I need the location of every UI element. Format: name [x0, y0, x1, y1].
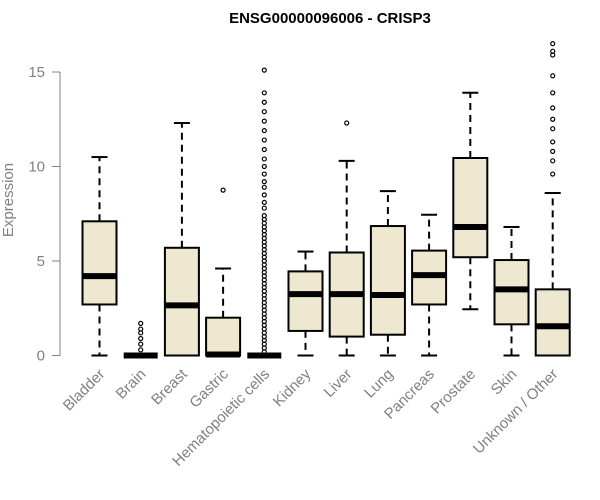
outlier-point: [261, 171, 267, 177]
y-tick-label: 15: [28, 64, 45, 81]
outlier-point: [550, 148, 556, 154]
outlier-point: [261, 127, 267, 134]
outlier-point: [261, 90, 267, 96]
box-prostate: [452, 91, 489, 311]
outlier-point: [550, 171, 556, 177]
box-skin: [493, 225, 530, 357]
outlier-point: [261, 179, 267, 185]
outlier-point: [261, 205, 267, 211]
iqr-box: [205, 316, 242, 357]
outlier-point: [261, 137, 267, 143]
outlier-point: [220, 187, 226, 193]
outlier-point: [261, 156, 267, 162]
outlier-point: [138, 326, 144, 332]
outlier-point: [550, 73, 556, 79]
outlier-point: [261, 192, 267, 198]
box-brain: [123, 320, 158, 359]
box-lung: [369, 190, 406, 357]
x-tick-label: Liver: [321, 366, 356, 401]
box-gastric: [205, 187, 242, 358]
outlier-point: [261, 163, 267, 170]
iqr-box: [534, 288, 571, 357]
x-tick-label: Breast: [148, 365, 191, 408]
box-breast: [163, 122, 200, 357]
x-tick-label: Prostate: [428, 366, 480, 418]
iqr-box: [163, 246, 200, 357]
x-tick-label: Skin: [488, 366, 521, 399]
outlier-point: [261, 199, 267, 206]
x-tick-label: Bladder: [60, 366, 109, 415]
y-axis: 0 5 10 15: [28, 64, 61, 365]
outlier-point: [261, 118, 267, 124]
outlier-point: [344, 120, 350, 126]
outlier-point: [138, 341, 144, 347]
y-tick-label: 5: [37, 253, 45, 270]
outlier-point: [138, 335, 144, 342]
box-bladder: [81, 156, 118, 357]
outlier-point: [138, 320, 144, 326]
box-unknown-other: [534, 41, 571, 357]
outlier-point: [550, 41, 556, 47]
x-tick-label: Lung: [361, 366, 397, 402]
x-tick-label: Brain: [113, 366, 150, 403]
outlier-point: [138, 347, 144, 353]
outlier-point: [261, 99, 267, 105]
outlier-point: [261, 213, 267, 219]
y-tick-label: 0: [37, 348, 45, 365]
y-tick-label: 10: [28, 159, 45, 176]
outlier-point: [261, 184, 267, 190]
outlier-point: [550, 105, 556, 111]
box-pancreas: [411, 213, 448, 357]
boxes-group: [81, 41, 571, 359]
outlier-point: [550, 116, 556, 122]
x-tick-label: Kidney: [270, 365, 315, 410]
y-axis-label: Expression: [0, 163, 17, 237]
outlier-point: [550, 90, 556, 96]
outlier-point: [550, 48, 556, 54]
iqr-box: [369, 225, 406, 336]
outlier-point: [261, 146, 267, 153]
iqr-box: [452, 156, 489, 259]
outlier-point: [550, 158, 556, 164]
iqr-box: [81, 220, 118, 306]
outlier-point: [550, 126, 556, 132]
box-hematopoietic-cells: [247, 67, 282, 359]
iqr-box: [287, 270, 324, 332]
outlier-point: [261, 109, 267, 115]
outlier-point: [550, 139, 556, 145]
chart-title: ENSG00000096006 - CRISP3: [229, 10, 431, 27]
box-liver: [328, 120, 365, 357]
box-kidney: [287, 250, 324, 357]
outlier-point: [261, 67, 267, 73]
